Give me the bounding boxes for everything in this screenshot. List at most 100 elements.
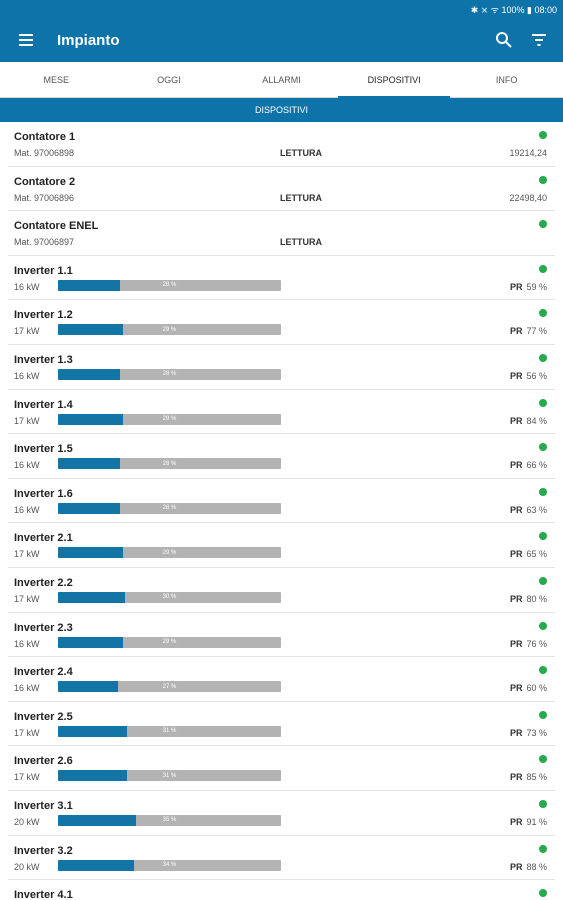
meter-serial: Mat. 97006896 (14, 192, 75, 203)
device-list: Contatore 1 Mat. 97006898 LETTURA 19214,24 C… (0, 122, 563, 900)
load-bar: 29 % (58, 413, 281, 425)
app-title: Impianto (57, 31, 120, 49)
tab-allarmi[interactable]: ALLARMI (262, 74, 301, 85)
tab-dispositivi[interactable]: DISPOSITIVI (337, 62, 451, 98)
inverter-name: Inverter 1.3 (14, 353, 73, 366)
status-dot-icon (539, 844, 547, 853)
load-bar: 31 % (58, 725, 281, 737)
meter-serial: Mat. 97006897 (14, 237, 75, 248)
reading-value: 19214,24 (509, 148, 547, 158)
filter-icon[interactable] (530, 32, 548, 48)
inverter-name: Inverter 2.4 (14, 666, 73, 679)
status-bar-text: ✱ ⨯ ᯤ 100% ▮ 08:00 (470, 4, 557, 15)
inverter-row[interactable]: Inverter 3.1 20 kW 35 % PR 91 % (8, 791, 555, 836)
load-bar-fill (58, 458, 121, 470)
inverter-row[interactable]: Inverter 2.2 17 kW 30 % PR 80 % (8, 568, 555, 613)
tab-oggi[interactable]: OGGI (157, 74, 181, 85)
status-dot-icon (539, 889, 547, 898)
load-bar: 29 % (58, 324, 281, 336)
inverter-row[interactable]: Inverter 2.5 17 kW 31 % PR 73 % (8, 702, 555, 747)
pr-percent: 66 % (526, 460, 547, 471)
inverter-power: 20 kW (14, 861, 40, 872)
inverter-power: 17 kW (14, 593, 40, 604)
status-dot-icon (539, 353, 547, 362)
load-bar: 27 % (58, 681, 281, 693)
reading-label: LETTURA (280, 192, 322, 203)
load-bar: 29 % (58, 636, 281, 648)
load-bar: 30 % (58, 591, 281, 603)
inverter-row[interactable]: Inverter 2.3 16 kW 29 % PR 76 % (8, 613, 555, 658)
load-bar-fill (58, 725, 128, 737)
inverter-power: 16 kW (14, 370, 40, 381)
load-bar-label: 31 % (162, 728, 177, 735)
pr-value: PR 60 % (510, 683, 547, 693)
inverter-row[interactable]: Inverter 1.2 17 kW 29 % PR 77 % (8, 300, 555, 345)
load-bar-label: 27 % (162, 683, 177, 690)
inverter-name: Inverter 1.5 (14, 443, 73, 456)
inverter-row[interactable]: Inverter 1.4 17 kW 29 % PR 84 % (8, 390, 555, 435)
meter-row[interactable]: Contatore 2 Mat. 97006896 LETTURA 22498,40 (8, 167, 555, 212)
menu-icon[interactable] (19, 34, 39, 46)
load-bar-label: 28 % (162, 460, 177, 467)
load-bar-fill (58, 547, 123, 559)
status-dot-icon (539, 131, 547, 139)
inverter-row[interactable]: Inverter 2.4 16 kW 27 % PR 60 % (8, 657, 555, 702)
pr-label: PR (509, 549, 523, 560)
meter-row[interactable]: Contatore 1 Mat. 97006898 LETTURA 19214,24 (8, 122, 555, 167)
inverter-row[interactable]: Inverter 1.5 16 kW 28 % PR 66 % (8, 434, 555, 479)
pr-percent: 84 % (526, 415, 547, 426)
load-bar-label: 29 % (162, 549, 177, 556)
load-bar-fill (58, 279, 121, 291)
status-dot-icon (539, 755, 547, 764)
pr-percent: 65 % (526, 549, 547, 560)
inverter-power: 20 kW (14, 816, 40, 827)
inverter-row[interactable]: Inverter 2.6 17 kW 31 % PR 85 % (8, 746, 555, 791)
inverter-row[interactable]: Inverter 1.1 16 kW 28 % PR 59 % (8, 256, 555, 301)
pr-value: PR 80 % (510, 594, 547, 604)
pr-label: PR (509, 370, 523, 381)
inverter-name: Inverter 2.3 (14, 621, 73, 634)
status-dot-icon (539, 264, 547, 273)
inverter-power: 16 kW (14, 460, 40, 471)
pr-label: PR (509, 326, 523, 337)
inverter-row[interactable]: Inverter 4.1 (8, 880, 555, 900)
tab-info[interactable]: INFO (495, 74, 518, 85)
status-dot-icon (539, 220, 547, 229)
inverter-row[interactable]: Inverter 1.6 16 kW 28 % PR 63 % (8, 479, 555, 524)
load-bar-label: 30 % (162, 594, 177, 601)
section-header: DISPOSITIVI (0, 98, 563, 122)
meter-name: Contatore ENEL (14, 220, 99, 233)
pr-value: PR 66 % (510, 460, 547, 470)
status-dot-icon (539, 710, 547, 719)
load-bar: 35 % (58, 814, 281, 826)
meter-name: Contatore 1 (14, 131, 76, 143)
pr-label: PR (509, 772, 523, 783)
inverter-row[interactable]: Inverter 3.2 20 kW 34 % PR 88 % (8, 836, 555, 881)
status-dot-icon (539, 621, 547, 630)
load-bar-fill (58, 814, 137, 826)
status-dot-icon (539, 487, 547, 496)
inverter-name: Inverter 3.2 (14, 844, 73, 857)
load-bar: 28 % (58, 458, 281, 470)
pr-label: PR (509, 861, 523, 872)
search-icon[interactable] (495, 31, 513, 49)
pr-value: PR 77 % (510, 326, 547, 336)
inverter-row[interactable]: Inverter 1.3 16 kW 28 % PR 56 % (8, 345, 555, 390)
pr-percent: 91 % (526, 816, 547, 827)
status-dot-icon (539, 398, 547, 407)
pr-percent: 59 % (526, 281, 547, 292)
inverter-name: Inverter 2.6 (14, 755, 73, 768)
status-bar: ✱ ⨯ ᯤ 100% ▮ 08:00 (0, 0, 563, 18)
tab-mese[interactable]: MESE (43, 74, 70, 85)
load-bar: 34 % (58, 859, 281, 871)
inverter-name: Inverter 1.6 (14, 487, 73, 500)
load-bar-fill (58, 770, 128, 782)
status-dot-icon (539, 443, 547, 452)
pr-label: PR (509, 460, 523, 471)
inverter-name: Inverter 4.1 (14, 889, 73, 900)
inverter-row[interactable]: Inverter 2.1 17 kW 29 % PR 65 % (8, 523, 555, 568)
pr-label: PR (509, 593, 523, 604)
inverter-power: 17 kW (14, 415, 40, 426)
status-dot-icon (539, 532, 547, 541)
meter-row[interactable]: Contatore ENEL Mat. 97006897 LETTURA (8, 211, 555, 256)
